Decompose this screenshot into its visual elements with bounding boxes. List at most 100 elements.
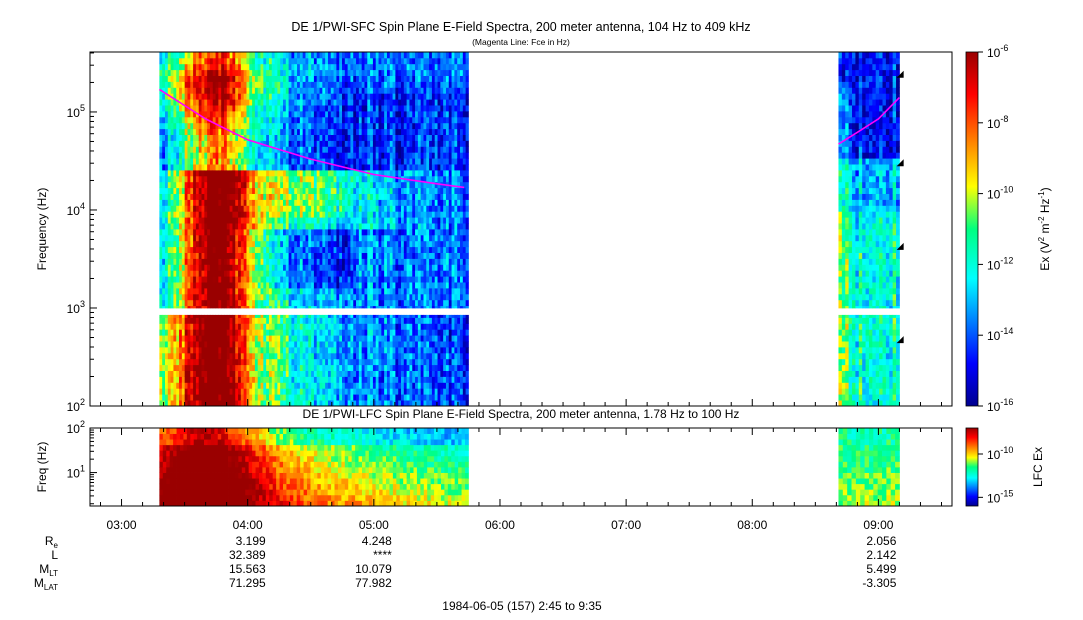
sfc-cell xyxy=(195,329,200,336)
sfc-cell xyxy=(181,170,186,177)
sfc-cell xyxy=(313,223,318,230)
sfc-cell xyxy=(201,329,205,336)
sfc-cell xyxy=(215,264,219,271)
sfc-cell xyxy=(364,93,368,100)
sfc-cell xyxy=(207,158,211,165)
sfc-cell xyxy=(285,317,290,324)
sfc-cell xyxy=(347,394,351,401)
sfc-cell xyxy=(389,229,393,236)
sfc-cell xyxy=(364,116,368,124)
sfc-cell xyxy=(229,164,233,171)
sfc-cell xyxy=(195,187,200,194)
sfc-cell xyxy=(260,152,264,159)
sfc-cell xyxy=(291,347,295,354)
sfc-cell xyxy=(336,193,340,200)
sfc-cell xyxy=(238,394,242,401)
sfc-cell xyxy=(386,57,391,65)
sfc-cell xyxy=(319,152,323,159)
sfc-cell xyxy=(277,199,281,206)
sfc-cell xyxy=(257,394,261,401)
sfc-cell xyxy=(308,358,312,366)
sfc-cell xyxy=(246,181,250,189)
sfc-cell xyxy=(378,205,382,212)
sfc-cell xyxy=(218,400,222,406)
sfc-cell xyxy=(167,140,172,147)
sfc-cell xyxy=(260,358,264,366)
sfc-cell xyxy=(187,234,191,242)
sfc-cell xyxy=(283,170,287,177)
sfc-cell xyxy=(302,93,306,100)
sfc-cell xyxy=(201,376,205,383)
sfc-cell xyxy=(364,158,368,165)
sfc-cell xyxy=(238,199,242,206)
sfc-cell xyxy=(381,282,385,289)
sfc-cell xyxy=(325,252,329,259)
sfc-cell xyxy=(252,122,256,130)
sfc-cell xyxy=(204,75,208,82)
sfc-cell xyxy=(336,223,340,230)
sfc-cell xyxy=(311,317,315,324)
sfc-cell xyxy=(308,299,312,307)
sfc-cell xyxy=(252,69,256,76)
sfc-cell xyxy=(330,175,334,183)
sfc-cell xyxy=(367,105,371,112)
sfc-cell xyxy=(218,81,222,88)
sfc-cell xyxy=(226,234,231,242)
sfc-cell xyxy=(319,199,323,206)
sfc-cell xyxy=(165,217,169,224)
sfc-cell xyxy=(218,223,222,230)
sfc-cell xyxy=(302,81,306,88)
sfc-cell xyxy=(339,364,343,371)
sfc-cell xyxy=(333,234,337,242)
sfc-cell xyxy=(280,370,284,377)
sfc-cell xyxy=(271,364,275,371)
sfc-cell xyxy=(327,276,332,283)
sfc-cell xyxy=(356,258,360,265)
sfc-cell xyxy=(347,347,351,354)
sfc-cell xyxy=(190,364,194,371)
sfc-cell xyxy=(181,264,186,271)
sfc-cell xyxy=(384,258,388,265)
sfc-cell xyxy=(209,158,214,165)
sfc-cell xyxy=(283,240,287,248)
sfc-cell xyxy=(297,205,301,212)
sfc-cell xyxy=(162,52,166,59)
sfc-cell xyxy=(252,217,256,224)
sfc-cell xyxy=(277,187,281,194)
sfc-cell xyxy=(384,52,388,59)
sfc-cell xyxy=(311,234,315,242)
sfc-cell xyxy=(330,382,334,389)
sfc-cell xyxy=(319,358,323,366)
sfc-cell xyxy=(198,376,202,383)
sfc-cell xyxy=(229,317,233,324)
sfc-cell xyxy=(347,99,351,106)
sfc-cell xyxy=(389,205,393,212)
sfc-cell xyxy=(243,288,247,295)
sfc-cell xyxy=(386,388,391,395)
sfc-cell xyxy=(322,170,326,177)
sfc-cell xyxy=(285,223,290,230)
sfc-cell xyxy=(215,217,219,224)
sfc-cell xyxy=(356,400,360,406)
sfc-cell xyxy=(246,128,250,135)
sfc-cell xyxy=(198,87,202,94)
sfc-cell xyxy=(232,146,236,153)
sfc-cell xyxy=(173,105,177,112)
sfc-cell xyxy=(170,205,174,212)
sfc-cell xyxy=(235,69,239,76)
sfc-cell xyxy=(260,75,264,82)
sfc-cell xyxy=(370,152,374,159)
sfc-cell xyxy=(204,128,208,135)
sfc-cell xyxy=(181,317,186,324)
sfc-cell xyxy=(336,341,340,348)
sfc-cell xyxy=(193,252,197,259)
sfc-cell xyxy=(308,229,312,236)
sfc-cell xyxy=(384,175,388,183)
sfc-cell xyxy=(367,164,371,171)
sfc-cell xyxy=(246,270,250,277)
sfc-cell xyxy=(375,305,379,309)
sfc-cell xyxy=(181,187,186,194)
sfc-cell xyxy=(173,293,177,301)
sfc-cell xyxy=(325,323,329,330)
sfc-cell xyxy=(372,341,377,348)
